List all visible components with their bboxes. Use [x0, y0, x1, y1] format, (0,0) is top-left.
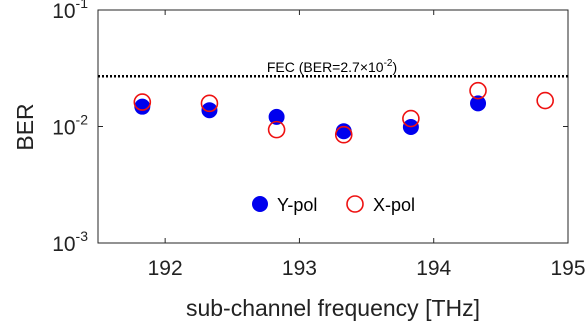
data-point-y-pol [335, 123, 352, 140]
fec-label-prefix: FEC (BER=2.7×10 [267, 59, 384, 75]
y-tick-label: 10-2 [52, 112, 88, 140]
data-point-x-pol [402, 109, 420, 128]
tick-marks [98, 9, 569, 244]
y-tick-labels: 10-110-210-3 [52, 0, 88, 256]
x-tick-label: 192 [148, 257, 183, 280]
data-point-y-pol [470, 95, 487, 112]
y-tick-exp: -3 [76, 228, 89, 244]
data-point-y-pol [201, 102, 218, 119]
legend: Y-pol X-pol [252, 195, 415, 215]
data-point-x-pol [200, 94, 219, 113]
y-tick-label: 10-1 [52, 0, 88, 23]
data-point-y-pol [134, 98, 151, 115]
x-tick-labels: 192 193 194 195 [148, 257, 586, 280]
legend-label-x-pol: X-pol [373, 195, 415, 215]
data-point-x-pol [469, 81, 487, 100]
plot-frame [97, 9, 569, 244]
data-point-x-pol [267, 120, 286, 139]
x-tick-label: 195 [550, 257, 585, 280]
data-point-x-pol [133, 93, 152, 111]
data-points [133, 81, 554, 144]
fec-label-suffix: ) [392, 59, 397, 75]
legend-label-y-pol: Y-pol [277, 195, 317, 215]
y-tick-exp: -2 [76, 112, 89, 128]
legend-marker-y-pol [252, 196, 268, 212]
y-tick-base: 10 [52, 117, 75, 140]
data-point-x-pol [334, 125, 353, 144]
x-tick-label: 193 [282, 257, 317, 280]
fec-label-exp: -2 [384, 58, 393, 69]
data-point-x-pol [536, 91, 554, 110]
fec-threshold-label: FEC (BER=2.7×10-2) [267, 58, 397, 75]
y-tick-exp: -1 [76, 0, 89, 11]
x-tick-label: 194 [416, 257, 451, 280]
legend-marker-x-pol [346, 195, 364, 213]
x-axis-title: sub-channel frequency [THz] [186, 295, 480, 321]
y-tick-label: 10-3 [52, 228, 88, 256]
y-tick-base: 10 [52, 0, 75, 23]
data-point-y-pol [268, 108, 285, 125]
y-axis-title: BER [12, 103, 38, 150]
y-tick-base: 10 [52, 233, 75, 256]
